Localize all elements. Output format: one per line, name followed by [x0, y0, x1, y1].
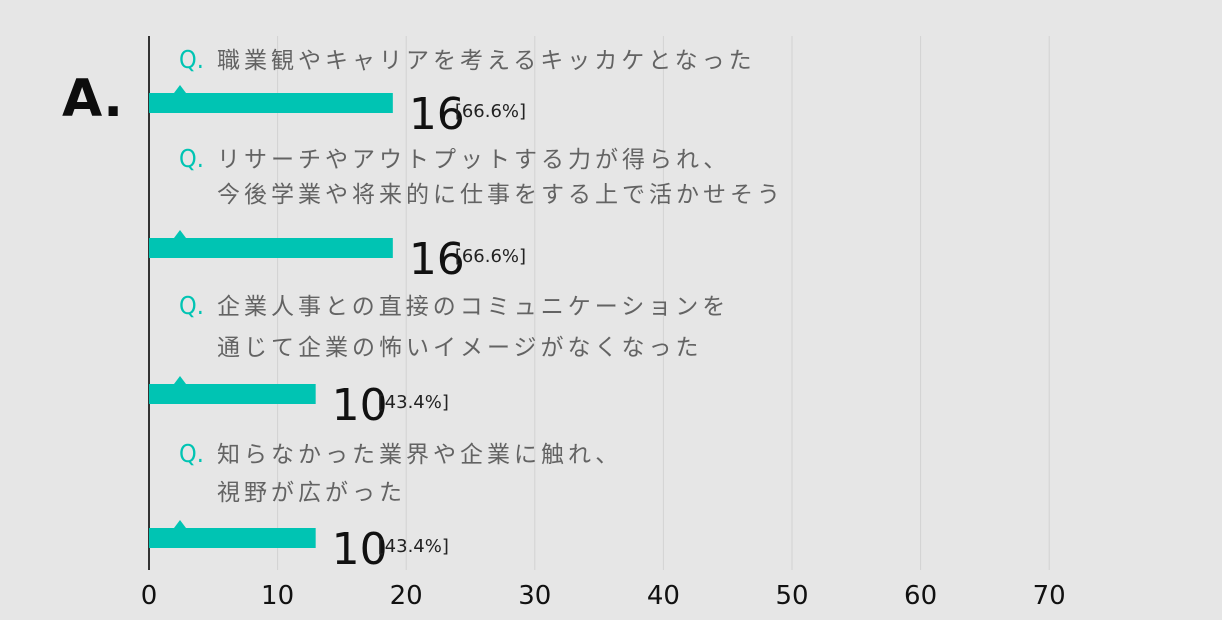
x-tick-label: 70: [1033, 581, 1066, 611]
category-label: 企業人事との直接のコミュニケーションを: [217, 294, 729, 320]
question-marker: Q.: [179, 144, 204, 173]
bar: [149, 238, 393, 258]
bar-pointer: [174, 376, 186, 384]
bars: [149, 85, 393, 548]
category-label: 通じて企業の怖いイメージがなくなった: [217, 335, 703, 361]
bar-pointer: [174, 85, 186, 93]
bar: [149, 93, 393, 113]
percent-label: [43.4%]: [378, 392, 449, 413]
x-tick-label: 0: [141, 581, 158, 611]
x-tick-label: 30: [518, 581, 551, 611]
percent-label: [66.6%]: [455, 246, 526, 267]
bar-pointer: [174, 520, 186, 528]
x-tick-label: 10: [261, 581, 294, 611]
category-label: リサーチやアウトプットする力が得られ、: [217, 147, 730, 173]
value-label: 16: [409, 234, 465, 285]
bar: [149, 384, 316, 404]
value-label: 16: [409, 89, 465, 140]
x-tick-label: 60: [904, 581, 937, 611]
percent-label: [43.4%]: [378, 536, 449, 557]
category-label: 今後学業や将来的に仕事をする上で活かせそう: [217, 182, 784, 208]
bar: [149, 528, 316, 548]
category-label: 視野が広がった: [217, 480, 406, 506]
grid-lines: [148, 36, 1050, 570]
bar-pointer: [174, 230, 186, 238]
category-label: 知らなかった業界や企業に触れ、: [217, 442, 622, 468]
x-tick-label: 40: [647, 581, 680, 611]
value-label: 10: [332, 380, 388, 431]
question-marker: Q.: [179, 291, 204, 320]
question-marker: Q.: [179, 439, 204, 468]
x-tick-label: 20: [390, 581, 423, 611]
category-label: 職業観やキャリアを考えるキッカケとなった: [217, 48, 756, 74]
answer-label: A.: [62, 69, 123, 129]
percent-label: [66.6%]: [455, 101, 526, 122]
x-tick-label: 50: [775, 581, 808, 611]
value-label: 10: [332, 524, 388, 575]
question-marker: Q.: [179, 45, 204, 74]
